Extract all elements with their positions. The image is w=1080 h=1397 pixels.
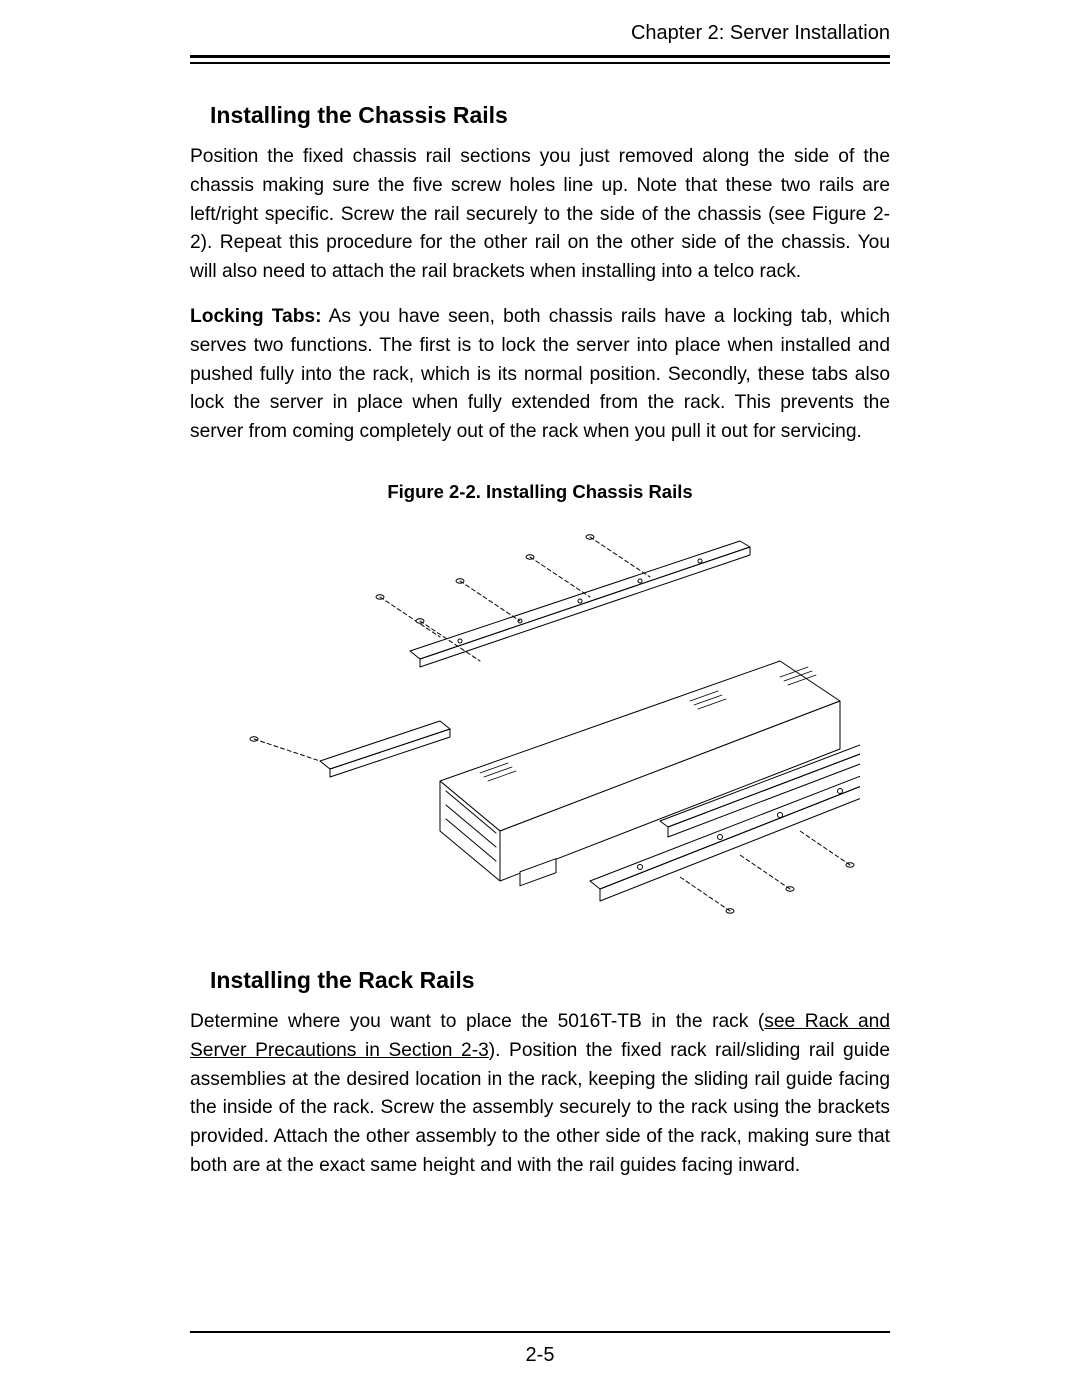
- footer-rule: [190, 1331, 890, 1333]
- section-heading-rack-rails: Installing the Rack Rails: [210, 967, 890, 994]
- figure-caption: Figure 2-2. Installing Chassis Rails: [190, 481, 890, 503]
- para-chassis-rails-1: Position the fixed chassis rail sections…: [190, 143, 890, 287]
- para-locking-tabs: Locking Tabs: As you have seen, both cha…: [190, 303, 890, 447]
- chapter-header: Chapter 2: Server Installation: [190, 22, 890, 55]
- chassis-rails-diagram-icon: [220, 521, 860, 921]
- rack-para-prefix: Determine where you want to place the 50…: [190, 1011, 764, 1032]
- header-rule: [190, 55, 890, 64]
- para-rack-rails: Determine where you want to place the 50…: [190, 1008, 890, 1181]
- locking-tabs-label: Locking Tabs:: [190, 306, 321, 327]
- page-number: 2-5: [0, 1344, 1080, 1367]
- figure-2-2: [190, 511, 890, 931]
- document-page: Chapter 2: Server Installation Installin…: [0, 0, 1080, 1397]
- section-heading-chassis-rails: Installing the Chassis Rails: [210, 102, 890, 129]
